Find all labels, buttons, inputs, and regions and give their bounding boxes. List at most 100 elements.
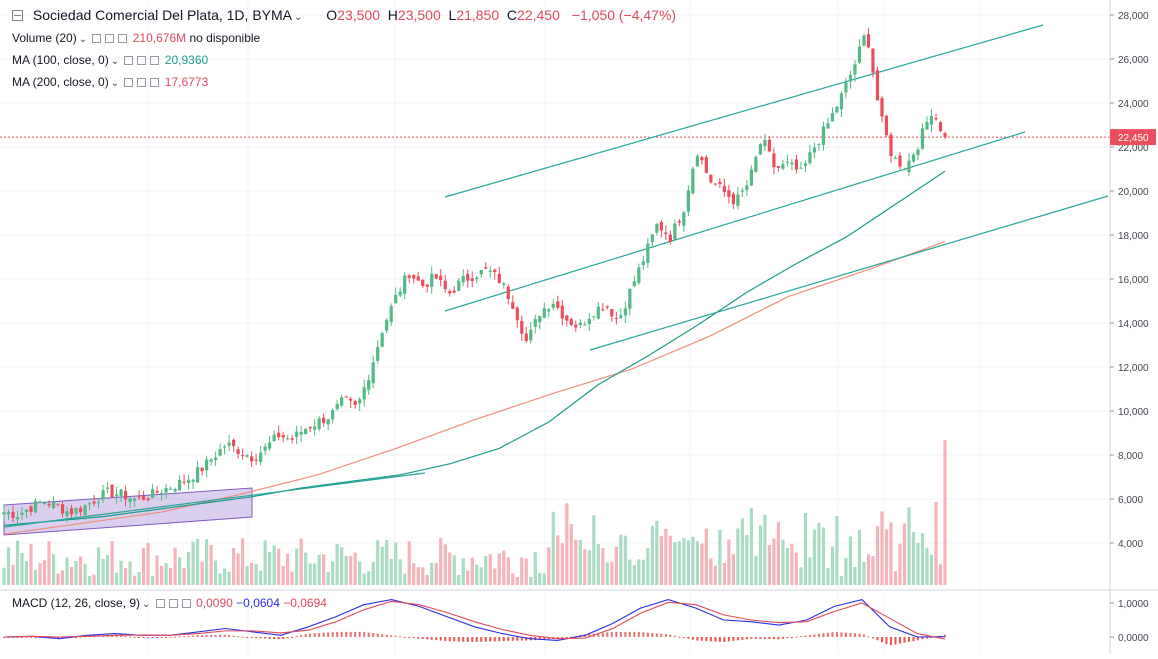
volume-bar xyxy=(461,558,465,585)
chevron-down-icon[interactable]: ⌄ xyxy=(110,78,120,89)
candle-body xyxy=(902,169,907,171)
volume-bar xyxy=(587,550,591,585)
candle-body xyxy=(731,193,735,205)
volume-bar xyxy=(470,557,474,585)
eye-icon[interactable] xyxy=(124,56,134,65)
candle-body xyxy=(92,501,96,504)
candle-body xyxy=(623,308,627,316)
volume-bar xyxy=(880,511,884,585)
candle-body xyxy=(718,181,722,185)
macd-hist-bar xyxy=(889,637,892,646)
volume-bar xyxy=(664,528,668,585)
volume-bar xyxy=(340,547,344,585)
macd-hist-bar xyxy=(646,632,649,637)
macd-hist-bar xyxy=(570,636,573,638)
candle-body xyxy=(533,318,537,327)
price-axis[interactable]: 28,000 26,000 24,000 22,000 20,000 18,000 16,0… xyxy=(1109,0,1156,654)
candle-body xyxy=(448,291,452,294)
gear-icon[interactable] xyxy=(105,34,115,43)
volume-bar xyxy=(128,561,132,585)
candle-body xyxy=(484,267,488,269)
volume-bar xyxy=(371,561,375,585)
eye-icon[interactable] xyxy=(92,34,102,43)
candle-body xyxy=(502,283,506,285)
volume-bar xyxy=(943,440,947,585)
macd-label[interactable]: MACD (12, 26, close, 9) xyxy=(12,596,141,610)
chart-title-row: Sociedad Comercial Del Plata, 1D, BYMA ⌄ … xyxy=(12,7,676,26)
macd-hist-bar xyxy=(147,637,150,638)
high-value: 23,500 xyxy=(397,7,441,23)
symbol-title[interactable]: Sociedad Comercial Del Plata, 1D, BYMA xyxy=(32,7,292,23)
price-tick-label: 26,000 xyxy=(1118,55,1149,66)
volume-bar xyxy=(92,574,96,585)
volume-bar xyxy=(718,529,722,585)
candle-body xyxy=(29,506,33,512)
volume-bar xyxy=(168,567,173,585)
volume-bar xyxy=(524,558,528,585)
volume-bar xyxy=(646,548,650,585)
macd-hist-bar xyxy=(916,637,919,641)
volume-bar xyxy=(344,555,348,585)
candle-body xyxy=(551,303,555,308)
macd-hist-bar xyxy=(250,637,253,638)
candle-body xyxy=(844,82,848,93)
candle-body xyxy=(583,324,587,326)
volume-legend: Volume (20) ⌄ 210,676M no disponible xyxy=(12,30,260,48)
macd-hist-bar xyxy=(466,637,469,642)
volume-label[interactable]: Volume (20) xyxy=(12,31,77,45)
volume-bar xyxy=(515,576,519,585)
chevron-down-icon[interactable]: ⌄ xyxy=(142,599,151,610)
candle-body xyxy=(367,380,371,390)
volume-bar xyxy=(200,561,204,585)
candle-body xyxy=(101,490,105,500)
close-icon[interactable] xyxy=(181,599,191,608)
volume-bar xyxy=(790,543,794,585)
volume-bar xyxy=(295,548,299,585)
volume-bar xyxy=(177,557,182,585)
macd-hist-bar xyxy=(57,637,60,639)
volume-bar xyxy=(605,562,609,585)
chevron-down-icon[interactable]: ⌄ xyxy=(294,12,303,23)
close-icon[interactable] xyxy=(118,34,128,43)
volume-bar xyxy=(754,555,758,585)
macd-hist-bar xyxy=(493,637,496,642)
gear-icon[interactable] xyxy=(137,56,147,65)
macd-hist-bar xyxy=(525,637,528,641)
candle-body xyxy=(295,431,299,437)
ma100-label[interactable]: MA (100, close, 0) xyxy=(12,53,109,67)
macd-hist-bar xyxy=(858,633,861,637)
ma100-legend: MA (100, close, 0) ⌄ 20,9360 xyxy=(12,52,208,70)
ma200-label[interactable]: MA (200, close, 0) xyxy=(12,75,109,89)
eye-icon[interactable] xyxy=(155,599,165,608)
candle-body xyxy=(137,496,141,498)
chevron-down-icon[interactable]: ⌄ xyxy=(78,34,88,45)
volume-bar xyxy=(335,543,339,585)
candle-body xyxy=(560,305,564,319)
candle-body xyxy=(479,270,483,275)
candle-body xyxy=(592,316,596,318)
close-icon[interactable] xyxy=(150,78,160,87)
candle-body xyxy=(695,155,699,167)
chevron-down-icon[interactable]: ⌄ xyxy=(110,56,120,67)
candle-body xyxy=(173,489,177,492)
macd-hist-bar xyxy=(763,637,766,640)
volume-bar xyxy=(700,543,704,585)
volume-bar xyxy=(105,554,110,585)
macd-hist-bar xyxy=(813,634,816,637)
gear-icon[interactable] xyxy=(137,78,147,87)
eye-icon[interactable] xyxy=(124,78,134,87)
candle-body xyxy=(317,418,321,430)
volume-bar xyxy=(205,539,209,585)
volume-bar xyxy=(263,540,267,585)
close-icon[interactable] xyxy=(150,56,160,65)
macd-hist-bar xyxy=(111,635,114,637)
gear-icon[interactable] xyxy=(168,599,178,608)
macd-hist-bar xyxy=(138,637,141,638)
candles xyxy=(2,27,947,526)
main-pane-bg xyxy=(0,0,1110,590)
price-tick-label: 22,000 xyxy=(1118,143,1149,154)
collapse-icon[interactable] xyxy=(12,10,23,21)
volume-bar xyxy=(713,565,717,585)
